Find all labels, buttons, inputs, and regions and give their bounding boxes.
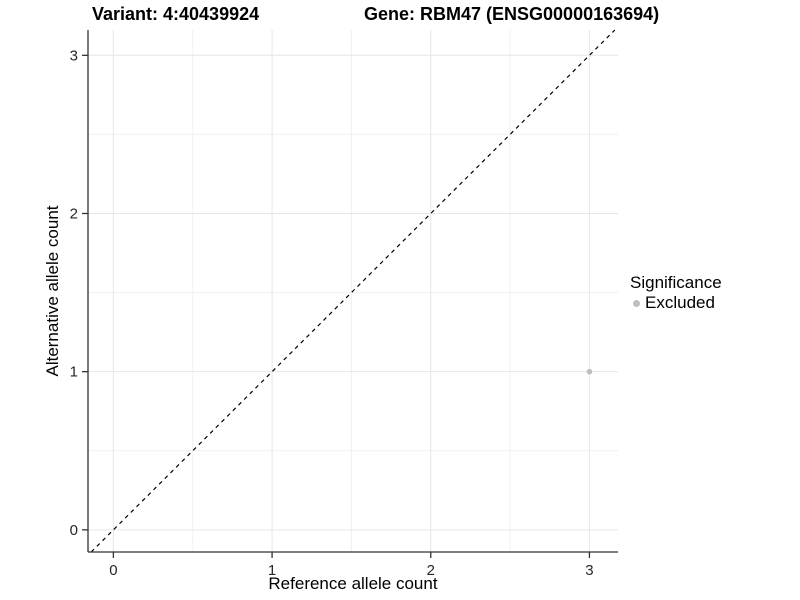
x-tick-label-3: 3 [585,562,593,579]
x-tick-label-0: 0 [109,562,117,579]
gene-title: Gene: RBM47 (ENSG00000163694) [364,4,660,24]
y-tick-label-2: 2 [70,205,78,222]
y-tick-label-0: 0 [70,522,78,539]
variant-title: Variant: 4:40439924 [92,4,260,24]
legend: Significance Excluded [630,273,722,313]
x-axis-title: Reference allele count [268,574,438,593]
x-tick-label-1: 1 [268,562,276,579]
x-tick-label-2: 2 [427,562,435,579]
y-axis-title: Alternative allele count [43,205,62,377]
data-point-excluded [586,368,593,375]
legend-title: Significance [630,273,722,292]
y-tick-label-3: 3 [70,47,78,64]
legend-entry-excluded: Excluded [630,293,722,313]
y-tick-label-1: 1 [70,364,78,381]
identity-dashed-line [90,29,616,553]
legend-entry-label: Excluded [645,293,715,312]
excluded-point-icon [633,299,640,307]
